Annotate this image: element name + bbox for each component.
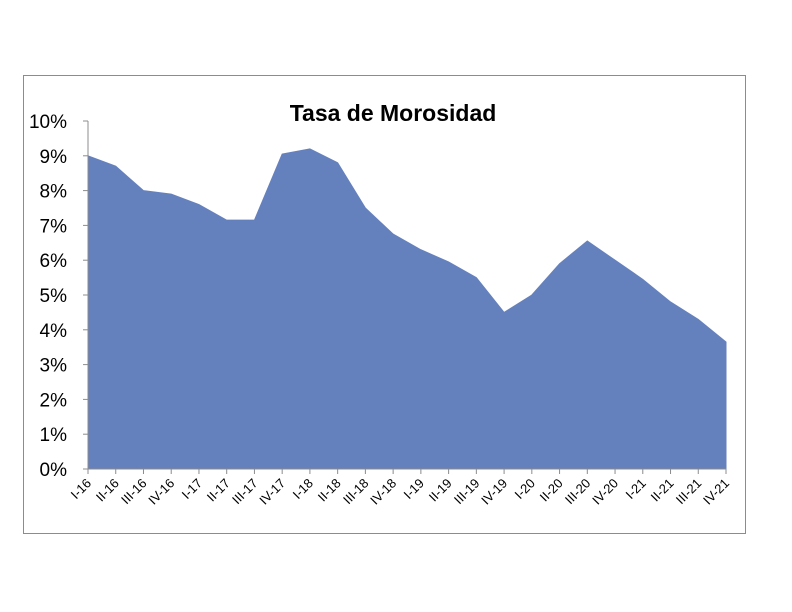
x-tick-label: II-20 xyxy=(537,476,566,505)
y-tick-label: 3% xyxy=(40,356,68,377)
x-tick-label: II-17 xyxy=(204,476,233,505)
x-tick-label: I-19 xyxy=(401,476,427,502)
area-series-0 xyxy=(87,148,727,470)
x-tick-label: IV-18 xyxy=(367,476,399,508)
x-tick-label: III-17 xyxy=(229,476,261,508)
x-tick-label: IV-20 xyxy=(589,476,621,508)
y-tick-label: 7% xyxy=(40,216,68,237)
x-tick-label: I-18 xyxy=(290,476,316,502)
x-tick-label: III-19 xyxy=(451,476,483,508)
y-tick-label: 8% xyxy=(40,182,68,203)
x-tick-label: II-18 xyxy=(315,476,344,505)
x-tick-label: III-21 xyxy=(673,476,705,508)
x-tick-label: III-18 xyxy=(340,476,372,508)
x-tick-label: III-16 xyxy=(118,476,150,508)
y-tick-label: 4% xyxy=(40,321,68,342)
x-tick-label: II-16 xyxy=(93,476,122,505)
y-tick-label: 0% xyxy=(40,460,68,481)
y-tick-label: 10% xyxy=(29,112,67,133)
x-tick-label: IV-19 xyxy=(478,476,510,508)
x-tick-label: II-21 xyxy=(648,476,677,505)
y-tick-label: 9% xyxy=(40,147,68,168)
x-tick-label: IV-17 xyxy=(256,476,288,508)
chart-title: Tasa de Morosidad xyxy=(290,100,497,126)
y-tick-label: 5% xyxy=(40,286,68,307)
y-tick-label: 2% xyxy=(40,390,68,411)
y-tick-label: 1% xyxy=(40,425,68,446)
x-tick-label: I-16 xyxy=(68,476,94,502)
x-tick-label: IV-21 xyxy=(700,476,732,508)
x-tick-label: I-17 xyxy=(179,476,205,502)
x-tick-label: I-21 xyxy=(622,476,648,502)
y-tick-label: 6% xyxy=(40,251,68,272)
x-tick-label: I-20 xyxy=(511,476,537,502)
y-axis: 0% 1% 2% 3% 4% 5% 6% 7% 8% 9% 10% xyxy=(29,112,89,481)
plot-area xyxy=(87,148,727,470)
x-tick-label: III-20 xyxy=(562,476,594,508)
x-tick-label: II-19 xyxy=(426,476,455,505)
x-tick-label: IV-16 xyxy=(145,476,177,508)
